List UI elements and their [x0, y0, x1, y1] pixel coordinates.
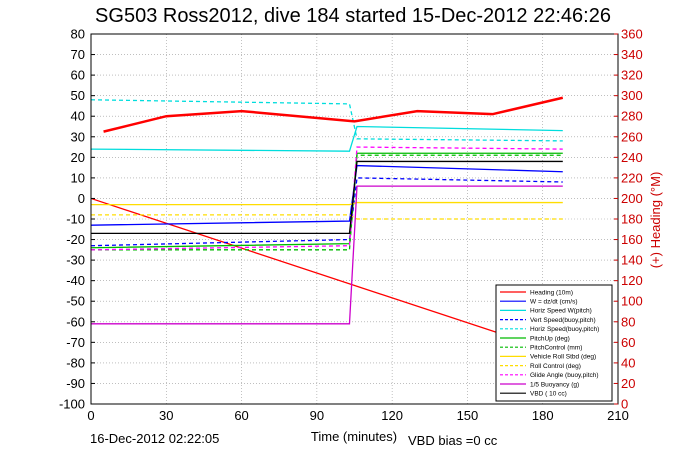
- right-tick-label: 60: [621, 335, 635, 350]
- y-tick-label: -40: [66, 273, 85, 288]
- chart-title: SG503 Ross2012, dive 184 started 15-Dec-…: [95, 5, 611, 27]
- series-line-11: [91, 185, 563, 325]
- right-tick-label: 180: [621, 212, 643, 227]
- legend-label-2: W = dz/dt (cm/s): [530, 299, 578, 306]
- right-tick-label: 20: [621, 376, 635, 391]
- x-tick-label: 150: [457, 408, 479, 423]
- legend-label-10: Glide Angle (buoy,pitch): [530, 372, 599, 379]
- right-tick-label: 300: [621, 88, 643, 103]
- y-axis-ticks: 80 70 60 50 40 30 20 10 0 -10 -20 -30 -40 -50 -60 -70 -8…: [59, 27, 95, 412]
- right-tick-label: 120: [621, 273, 643, 288]
- right-tick-label: 160: [621, 232, 643, 247]
- y-tick-label: -90: [66, 376, 85, 391]
- series-line-10: [90, 146, 563, 251]
- x-tick-label: 210: [607, 408, 629, 423]
- y-tick-label: 30: [71, 129, 85, 144]
- x-axis-label: Time (minutes): [311, 429, 397, 444]
- right-tick-label: 260: [621, 129, 643, 144]
- legend-label-12: VBD ( 10 cc): [530, 391, 567, 398]
- right-tick-label: 240: [621, 150, 643, 165]
- right-tick-label: 340: [621, 47, 643, 62]
- right-tick-label: 100: [621, 294, 643, 309]
- y-tick-label: -50: [66, 294, 85, 309]
- y-tick-label: 0: [78, 191, 85, 206]
- y-tick-label: -10: [66, 212, 85, 227]
- y-tick-label: 80: [71, 27, 85, 42]
- y-tick-label: 20: [71, 150, 85, 165]
- x-tick-label: 120: [381, 408, 403, 423]
- legend: Heading (10m) W = dz/dt (cm/s) Horiz Speed…: [495, 284, 613, 402]
- x-tick-label: 60: [234, 408, 248, 423]
- series-line-4: [90, 177, 563, 247]
- x-tick-label: 90: [310, 408, 324, 423]
- right-tick-label: 0: [621, 397, 628, 412]
- legend-label-1: Heading (10m): [530, 289, 573, 296]
- series-line-13: [103, 96, 564, 133]
- y-tick-label: 10: [71, 170, 85, 185]
- y-tick-label: -30: [66, 253, 85, 268]
- y-tick-label: -20: [66, 232, 85, 247]
- legend-label-8: Vehicle Roll Stbd (deg): [530, 354, 596, 361]
- series-line-9: [91, 214, 563, 220]
- x-axis-ticks: 0 30 60 90 120 150 180 210: [87, 408, 628, 423]
- legend-label-6: PitchUp (deg): [530, 335, 570, 342]
- series-line-3: [90, 125, 563, 152]
- legend-label-5: Horiz Speed(buoy,pitch): [530, 326, 599, 333]
- x-tick-label: 30: [159, 408, 173, 423]
- y-tick-label: -60: [66, 314, 85, 329]
- x-tick-label: 180: [532, 408, 554, 423]
- right-axis-ticks: 3603403203002802602402202001801601401201…: [614, 27, 643, 412]
- right-axis-label: (+) Heading (°M): [648, 172, 663, 269]
- footer-timestamp: 16-Dec-2012 02:22:05: [90, 431, 219, 446]
- y-tick-label: -70: [66, 335, 85, 350]
- right-tick-label: 320: [621, 68, 643, 83]
- right-tick-label: 140: [621, 253, 643, 268]
- right-tick-label: 80: [621, 314, 635, 329]
- legend-label-9: Roll Control (deg): [530, 363, 581, 370]
- legend-label-7: PitchControl (mm): [530, 345, 582, 352]
- series-lines: [90, 96, 565, 356]
- right-tick-label: 220: [621, 170, 643, 185]
- series-line-12: [91, 160, 563, 235]
- legend-label-11: 1/5 Buoyancy (g): [530, 381, 579, 388]
- right-tick-label: 40: [621, 355, 635, 370]
- y-tick-label: -100: [59, 397, 85, 412]
- y-tick-label: 40: [71, 109, 85, 124]
- series-line-7: [91, 154, 563, 251]
- legend-label-3: Horiz Speed W(pitch): [530, 308, 592, 315]
- y-tick-label: -80: [66, 355, 85, 370]
- legend-label-4: Vert Speed(buoy,pitch): [530, 317, 596, 324]
- right-tick-label: 280: [621, 109, 643, 124]
- y-tick-label: 50: [71, 88, 85, 103]
- right-tick-label: 360: [621, 27, 643, 42]
- footer-vbd-bias: VBD bias =0 cc: [408, 433, 498, 448]
- y-tick-label: 70: [71, 47, 85, 62]
- legend-box: [495, 284, 613, 402]
- x-tick-label: 0: [87, 408, 94, 423]
- y-tick-label: 60: [71, 68, 85, 83]
- right-tick-label: 200: [621, 191, 643, 206]
